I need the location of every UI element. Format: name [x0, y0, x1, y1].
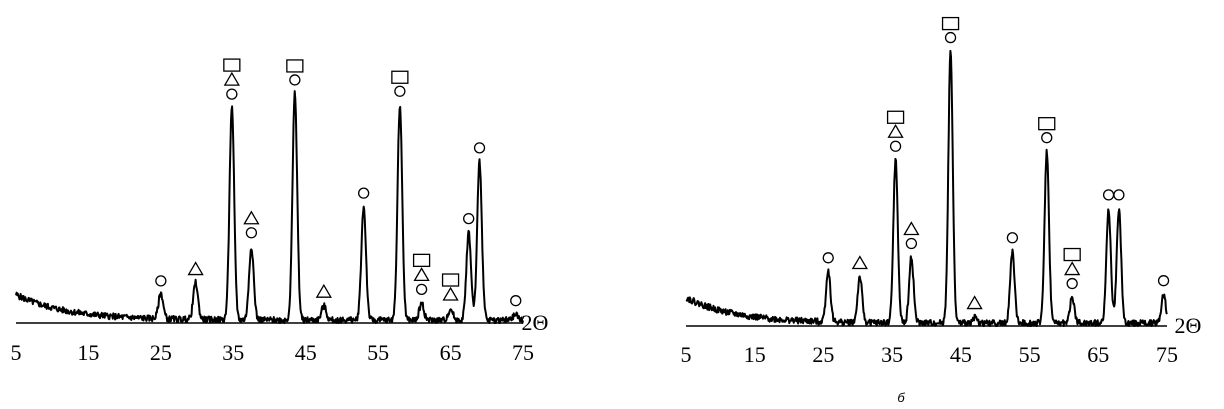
- x-tick-label: 5: [11, 340, 22, 365]
- xrd-trace: [685, 49, 1168, 327]
- peak-marker-group: [851, 255, 868, 270]
- x-tick-label: 45: [295, 340, 317, 365]
- circle-marker: [1006, 232, 1019, 244]
- x-axis-title: 2Θ: [522, 310, 549, 335]
- peak-marker-group: [886, 110, 905, 152]
- x-tick-label: 35: [881, 342, 903, 367]
- x-tick-label: 25: [812, 342, 834, 367]
- peak-marker-group: [1063, 247, 1081, 290]
- triangle-marker: [413, 267, 430, 282]
- triangle-marker: [223, 71, 240, 86]
- circle-marker: [415, 283, 428, 296]
- peak-marker-group: [473, 142, 486, 154]
- x-tick-label: 55: [1019, 342, 1041, 367]
- circle-marker: [1066, 277, 1078, 290]
- square-marker: [286, 59, 304, 73]
- peak-marker-group: [1113, 189, 1125, 201]
- x-tick-label: 15: [77, 340, 99, 365]
- circle-marker: [463, 212, 475, 225]
- peak-marker-group: [822, 252, 834, 264]
- square-marker: [1063, 247, 1081, 262]
- square-marker: [223, 58, 241, 72]
- peak-marker-group: [966, 295, 983, 310]
- x-tick-label: 5: [681, 342, 692, 367]
- x-tick-label: 65: [1087, 342, 1109, 367]
- x-tick-label: 75: [1156, 342, 1178, 367]
- circle-marker: [1157, 275, 1170, 287]
- peak-marker-group: [1157, 275, 1170, 287]
- triangle-marker: [243, 210, 260, 225]
- square-marker: [941, 16, 960, 31]
- triangle-marker: [903, 221, 920, 236]
- peak-marker-group: [1006, 232, 1019, 244]
- x-tick-label: 25: [150, 340, 172, 365]
- peak-marker-group: [463, 212, 475, 225]
- peak-marker-group: [155, 275, 167, 287]
- peak-marker-group: [510, 295, 522, 307]
- peak-marker-group: [223, 58, 241, 100]
- triangle-marker: [315, 283, 332, 298]
- chart-panel-b: 5 15 25 35 45 55 65 75 2Θ: [681, 16, 1202, 367]
- peak-marker-group: [243, 210, 260, 239]
- square-marker: [441, 273, 460, 287]
- triangle-marker: [887, 123, 904, 138]
- square-marker: [886, 110, 905, 124]
- x-tick-label: 75: [512, 340, 534, 365]
- x-tick-label: 35: [222, 340, 244, 365]
- chart-panel-a: 5 15 25 35 45 55 65 75 2Θ: [11, 58, 549, 365]
- peak-marker-group: [941, 16, 960, 44]
- square-marker: [391, 70, 409, 84]
- x-tick-label: 45: [950, 342, 972, 367]
- circle-marker: [289, 74, 301, 86]
- circle-marker: [155, 275, 167, 287]
- x-tick-label: 15: [744, 342, 766, 367]
- circle-marker: [245, 227, 258, 239]
- circle-marker: [905, 237, 918, 250]
- circle-marker: [358, 187, 370, 199]
- triangle-marker: [1064, 261, 1081, 276]
- square-marker: [412, 253, 431, 268]
- peak-marker-group: [1102, 189, 1115, 201]
- circle-marker: [394, 85, 406, 97]
- triangle-marker: [187, 261, 204, 276]
- peak-marker-group: [187, 261, 204, 276]
- circle-marker: [1102, 189, 1115, 201]
- triangle-marker: [966, 295, 983, 310]
- peak-marker-group: [286, 59, 304, 86]
- peak-marker-group: [412, 253, 431, 296]
- circle-marker: [226, 88, 238, 100]
- circle-marker: [1113, 189, 1125, 201]
- peak-marker-group: [903, 221, 920, 250]
- peak-marker-group: [1038, 117, 1056, 144]
- x-tick-label: 65: [440, 340, 462, 365]
- peak-marker-group: [315, 283, 332, 298]
- xrd-trace: [15, 90, 524, 324]
- circle-marker: [510, 295, 522, 307]
- peak-marker-group: [358, 187, 370, 199]
- triangle-marker: [442, 286, 459, 301]
- circle-marker: [1041, 132, 1053, 144]
- x-tick-label: 55: [367, 340, 389, 365]
- circle-marker: [473, 142, 486, 154]
- square-marker: [1038, 117, 1056, 131]
- peak-marker-group: [391, 70, 409, 97]
- circle-marker: [889, 140, 902, 152]
- panel-caption-b: б: [897, 390, 905, 405]
- circle-marker: [822, 252, 834, 264]
- peak-marker-group: [441, 273, 460, 301]
- triangle-marker: [851, 255, 868, 270]
- x-axis-title: 2Θ: [1175, 313, 1202, 338]
- circle-marker: [944, 31, 957, 44]
